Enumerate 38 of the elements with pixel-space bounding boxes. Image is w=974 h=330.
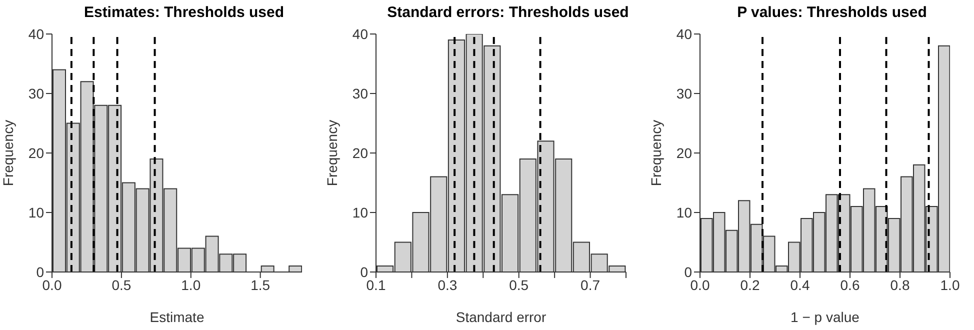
y-tick-label: 0	[360, 264, 368, 280]
chart-title: Standard errors: Thresholds used	[386, 4, 630, 23]
y-tick-label: 40	[28, 26, 44, 42]
x-tick-label: 0.0	[42, 276, 62, 293]
x-tick-label: 0.6	[840, 276, 860, 293]
y-tick-label: 20	[676, 144, 692, 161]
y-tick-label: 20	[352, 144, 368, 161]
x-tick-label: 1.5	[250, 276, 270, 293]
x-tick-label: 0.8	[890, 276, 910, 293]
x-tick-label: 0.7	[580, 276, 600, 293]
y-tick-label: 40	[352, 26, 368, 42]
x-tick-label: 1.0	[181, 276, 201, 293]
chart-title: Estimates: Thresholds used	[82, 4, 286, 23]
y-tick-label: 0	[684, 264, 692, 280]
x-axis-title: Estimate	[150, 309, 204, 325]
x-tick-label: 0.2	[740, 276, 760, 293]
x-tick-label: 0.4	[790, 276, 810, 293]
x-tick-label: 0.3	[438, 276, 458, 293]
x-tick-label: 0.5	[112, 276, 132, 293]
chart-title: P values: Thresholds used	[736, 4, 928, 23]
y-axis-title: Frequency	[0, 120, 16, 186]
y-tick-label: 40	[676, 26, 692, 42]
x-axis-title: Standard error	[456, 309, 546, 325]
y-tick-label: 30	[352, 85, 368, 102]
x-tick-label: 0.0	[690, 276, 710, 293]
x-tick-label: 0.1	[366, 276, 386, 293]
y-tick-label: 10	[352, 204, 368, 220]
y-axis-title: Frequency	[648, 120, 664, 186]
x-tick-label: 0.5	[509, 276, 529, 293]
x-axis-title: 1 − p value	[790, 309, 860, 325]
y-axis-title: Frequency	[324, 120, 340, 186]
y-tick-label: 20	[28, 144, 44, 161]
y-tick-label: 10	[28, 204, 44, 220]
y-tick-label: 0	[36, 264, 44, 280]
y-tick-label: 10	[676, 204, 692, 220]
y-tick-label: 30	[676, 85, 692, 102]
x-tick-label: 1.0	[940, 276, 960, 293]
y-tick-label: 30	[28, 85, 44, 102]
